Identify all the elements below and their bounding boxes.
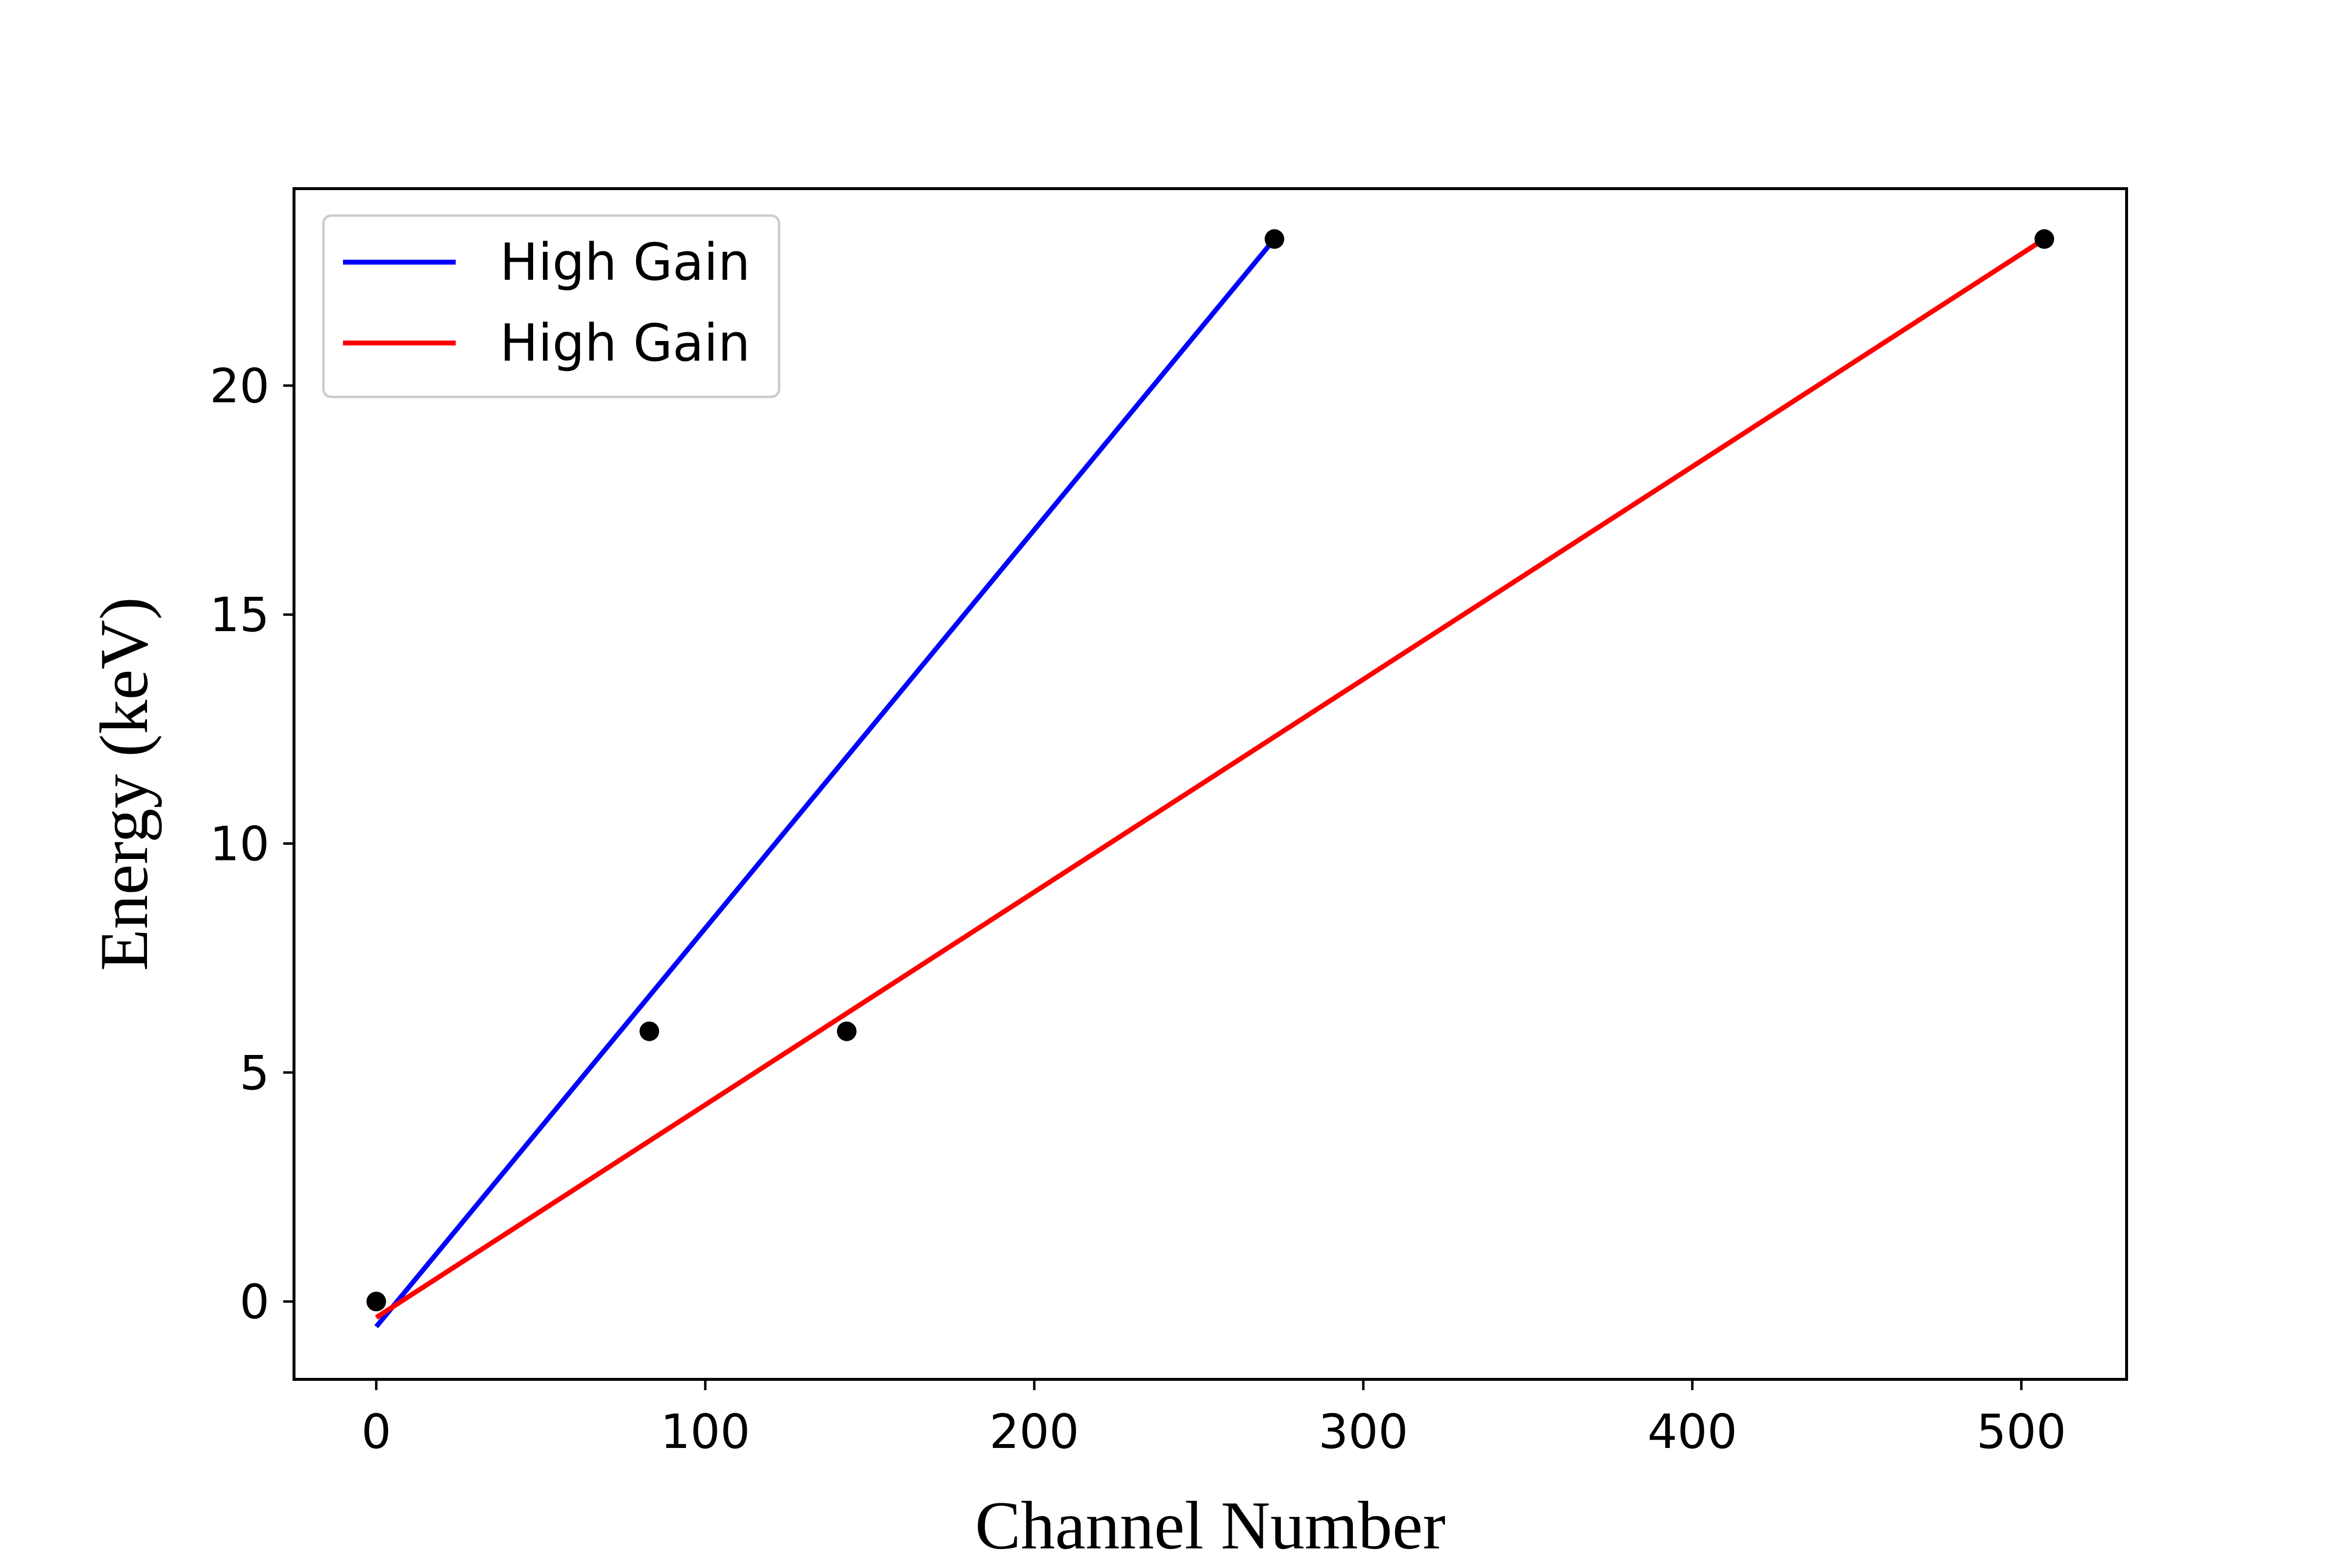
legend: High Gain High Gain — [322, 214, 781, 398]
data-point — [837, 1021, 857, 1041]
x-tick-label: 400 — [1647, 1404, 1737, 1459]
x-tick-label: 200 — [989, 1404, 1079, 1459]
x-tick-label: 0 — [361, 1404, 391, 1459]
plot-frame — [293, 187, 2128, 1381]
y-tick-label: 20 — [210, 359, 270, 414]
data-point — [639, 1021, 660, 1041]
data-point — [1264, 229, 1284, 249]
series-line-0 — [374, 237, 1276, 1328]
x-tick-label: 300 — [1319, 1404, 1408, 1459]
series-line-1 — [375, 237, 2046, 1320]
data-point — [366, 1292, 386, 1312]
data-points — [366, 229, 2055, 1312]
series-lines — [374, 237, 2046, 1328]
x-tick-label: 500 — [1977, 1404, 2066, 1459]
y-axis-title: Energy (keV) — [86, 597, 162, 971]
y-axis-ticks: 0 5 10 15 20 — [210, 359, 294, 1329]
data-point — [2034, 229, 2055, 249]
y-tick-label: 10 — [210, 817, 270, 872]
x-axis-title: Channel Number — [975, 1488, 1446, 1564]
legend-label-1: High Gain — [500, 313, 750, 373]
x-tick-label: 100 — [661, 1404, 750, 1459]
y-tick-label: 15 — [210, 588, 270, 642]
x-axis-ticks: 0 100 200 300 400 500 — [361, 1379, 2066, 1459]
legend-label-0: High Gain — [500, 232, 750, 292]
y-tick-label: 5 — [240, 1046, 270, 1101]
y-tick-label: 0 — [240, 1274, 270, 1329]
